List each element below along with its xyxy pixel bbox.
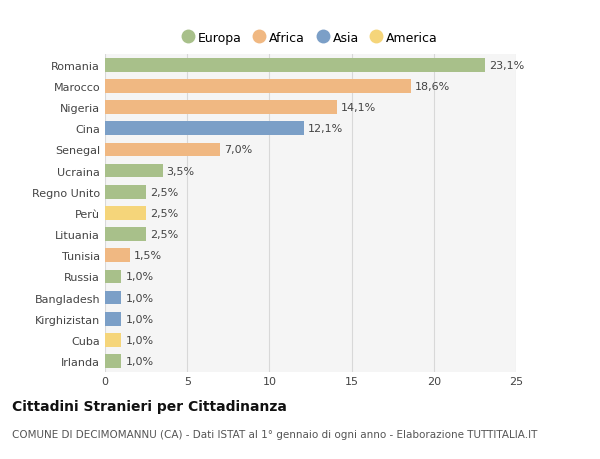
Text: 2,5%: 2,5% [150, 230, 178, 240]
Bar [105, 333, 121, 347]
Text: 1,0%: 1,0% [125, 356, 154, 366]
Text: 1,0%: 1,0% [125, 293, 154, 303]
Text: 12,1%: 12,1% [308, 124, 343, 134]
Text: 1,0%: 1,0% [125, 314, 154, 324]
Text: Cittadini Stranieri per Cittadinanza: Cittadini Stranieri per Cittadinanza [12, 399, 287, 413]
Text: COMUNE DI DECIMOMANNU (CA) - Dati ISTAT al 1° gennaio di ogni anno - Elaborazion: COMUNE DI DECIMOMANNU (CA) - Dati ISTAT … [12, 429, 538, 439]
Bar [105, 122, 304, 136]
Bar [105, 249, 130, 263]
Text: 3,5%: 3,5% [167, 166, 195, 176]
Text: 7,0%: 7,0% [224, 145, 253, 155]
Bar [105, 291, 121, 305]
Bar [105, 270, 121, 284]
Text: 18,6%: 18,6% [415, 82, 450, 92]
Bar [105, 143, 220, 157]
Text: 14,1%: 14,1% [341, 103, 376, 113]
Bar [105, 312, 121, 326]
Bar [105, 101, 337, 115]
Bar [105, 185, 146, 199]
Text: 1,0%: 1,0% [125, 335, 154, 345]
Text: 1,0%: 1,0% [125, 272, 154, 282]
Text: 23,1%: 23,1% [489, 61, 524, 71]
Bar [105, 164, 163, 178]
Text: 2,5%: 2,5% [150, 208, 178, 218]
Legend: Europa, Africa, Asia, America: Europa, Africa, Asia, America [178, 27, 443, 50]
Bar [105, 207, 146, 220]
Text: 2,5%: 2,5% [150, 187, 178, 197]
Bar [105, 80, 411, 94]
Text: 1,5%: 1,5% [134, 251, 162, 261]
Bar [105, 354, 121, 368]
Bar [105, 59, 485, 73]
Bar [105, 228, 146, 241]
